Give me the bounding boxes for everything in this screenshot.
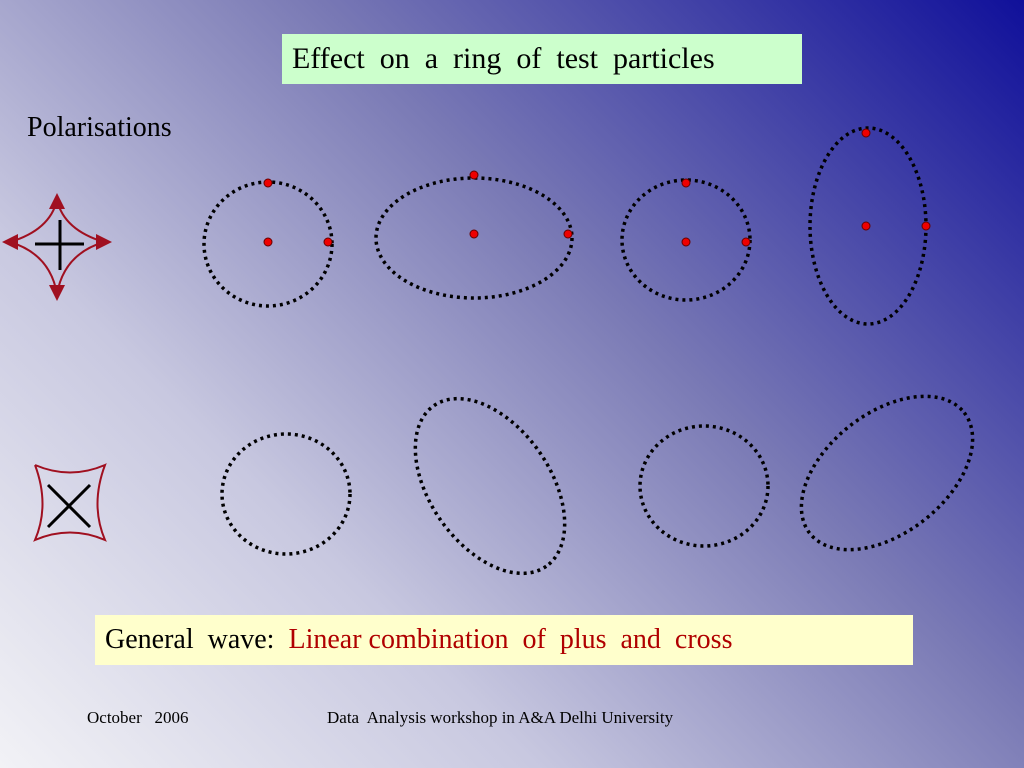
subtitle: Polarisations: [27, 112, 172, 143]
footer-date: October 2006: [87, 708, 189, 727]
plus-rings: [202, 126, 931, 326]
footer-event: Data Analysis workshop in A&A Delhi Univ…: [327, 708, 674, 727]
cross-icon: [33, 463, 107, 542]
plus-icon: [2, 193, 112, 301]
highlight: Linear combination of plus and cross: [288, 624, 733, 655]
cross-rings: [220, 394, 975, 576]
title: Effect on a ring of test particles: [282, 34, 802, 84]
lead: General wave:: [105, 624, 275, 655]
general-wave-box: General wave: Linear combination of plus…: [95, 615, 913, 665]
